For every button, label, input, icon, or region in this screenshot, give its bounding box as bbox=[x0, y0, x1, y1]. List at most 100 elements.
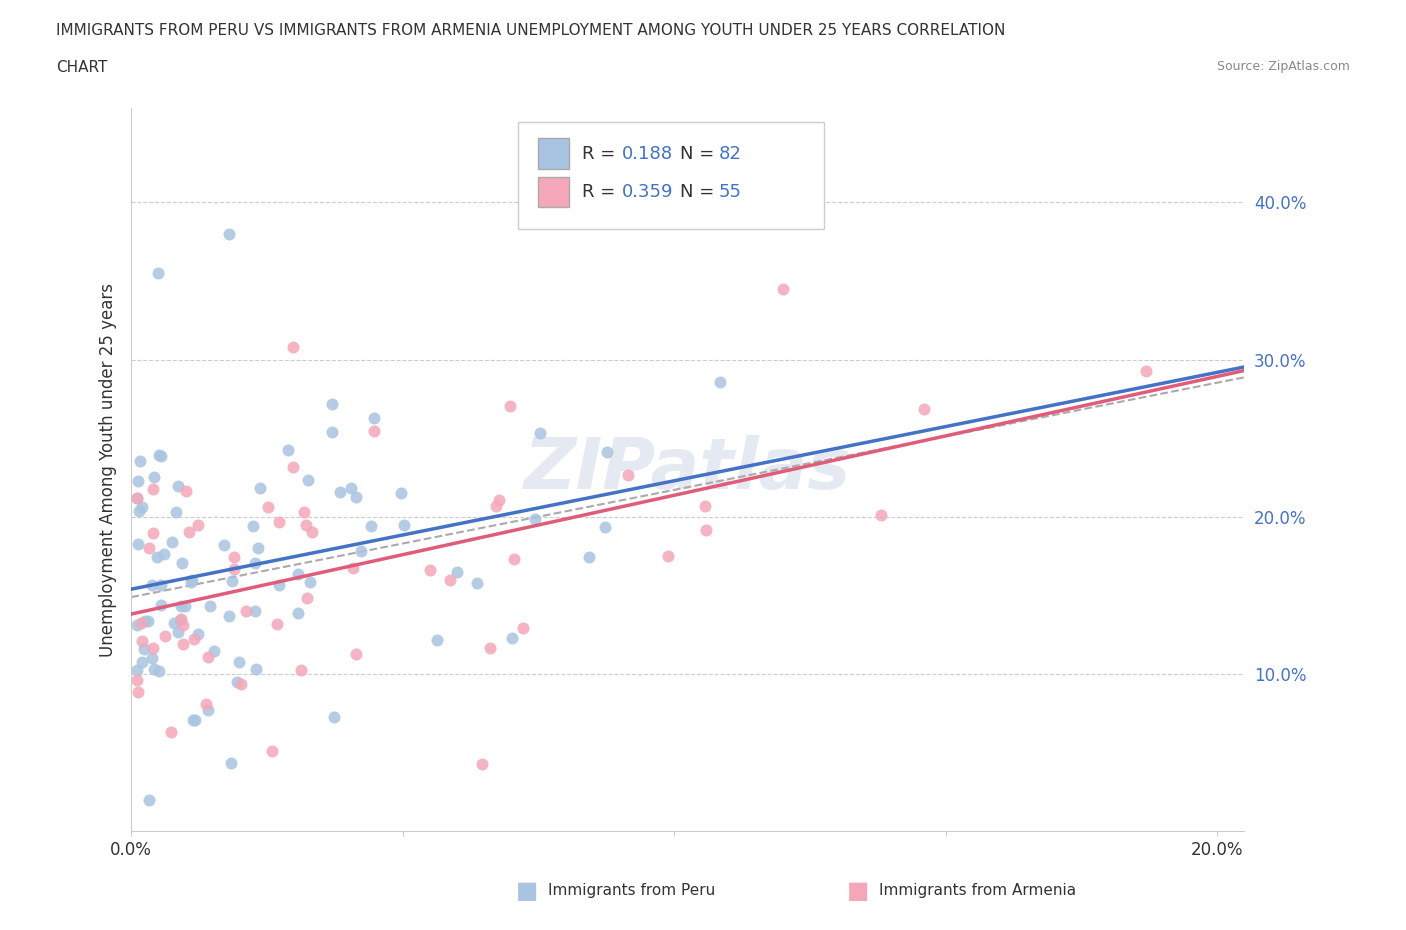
Text: CHART: CHART bbox=[56, 60, 108, 75]
Point bbox=[132, 641, 155, 656]
Point bbox=[138, 792, 160, 807]
Point bbox=[167, 479, 190, 494]
Point bbox=[202, 644, 225, 658]
Point bbox=[165, 505, 187, 520]
Point bbox=[173, 599, 195, 614]
Point bbox=[292, 505, 315, 520]
Point bbox=[298, 575, 321, 590]
Point bbox=[657, 549, 679, 564]
Point bbox=[125, 672, 148, 687]
Point bbox=[912, 402, 935, 417]
Point bbox=[125, 491, 148, 506]
Point bbox=[467, 576, 489, 591]
Point bbox=[389, 485, 412, 500]
Point bbox=[869, 507, 891, 522]
Point bbox=[1135, 364, 1157, 379]
Point bbox=[131, 655, 153, 670]
Point bbox=[426, 632, 449, 647]
Point bbox=[153, 629, 176, 644]
Point bbox=[695, 522, 717, 537]
Point bbox=[596, 445, 619, 459]
Point bbox=[127, 473, 149, 488]
Point bbox=[501, 631, 523, 645]
Point bbox=[287, 605, 309, 620]
Point bbox=[127, 537, 149, 551]
Text: N =: N = bbox=[681, 144, 720, 163]
Point bbox=[212, 538, 235, 552]
Point bbox=[245, 661, 267, 676]
Point bbox=[277, 443, 299, 458]
Point bbox=[174, 483, 197, 498]
Point bbox=[243, 556, 266, 571]
Point bbox=[131, 633, 153, 648]
Point bbox=[142, 482, 165, 497]
Point bbox=[145, 550, 167, 565]
Point bbox=[180, 573, 202, 588]
Point bbox=[578, 550, 600, 565]
Point bbox=[134, 614, 156, 629]
Point bbox=[197, 703, 219, 718]
Text: 0.359: 0.359 bbox=[623, 183, 673, 201]
Point bbox=[260, 744, 283, 759]
Point bbox=[295, 591, 318, 605]
Point bbox=[131, 499, 153, 514]
Point bbox=[340, 481, 363, 496]
Point bbox=[329, 485, 352, 499]
Text: Immigrants from Armenia: Immigrants from Armenia bbox=[879, 884, 1076, 898]
Point bbox=[363, 411, 385, 426]
Point bbox=[297, 472, 319, 487]
Point bbox=[218, 226, 240, 241]
Point bbox=[695, 499, 717, 514]
Point bbox=[163, 615, 186, 630]
Point bbox=[322, 710, 344, 724]
FancyBboxPatch shape bbox=[537, 139, 568, 168]
Point bbox=[152, 546, 174, 561]
Point bbox=[617, 468, 640, 483]
Text: ZIPatlas: ZIPatlas bbox=[524, 435, 852, 504]
Point bbox=[167, 625, 190, 640]
Point bbox=[363, 423, 385, 438]
Text: ■: ■ bbox=[516, 879, 538, 903]
Point bbox=[226, 674, 249, 689]
Point bbox=[478, 641, 501, 656]
Point bbox=[499, 399, 522, 414]
Point bbox=[523, 512, 546, 526]
Point bbox=[502, 551, 524, 566]
FancyBboxPatch shape bbox=[517, 122, 824, 229]
Point bbox=[127, 684, 149, 699]
Point bbox=[125, 491, 148, 506]
Point bbox=[160, 724, 183, 739]
Point bbox=[172, 618, 194, 632]
Text: Source: ZipAtlas.com: Source: ZipAtlas.com bbox=[1216, 60, 1350, 73]
Point bbox=[169, 612, 191, 627]
Point bbox=[169, 599, 191, 614]
Point bbox=[249, 481, 271, 496]
Point bbox=[218, 608, 240, 623]
Point bbox=[195, 697, 218, 711]
Point bbox=[301, 525, 323, 539]
Point bbox=[180, 575, 202, 590]
Point bbox=[294, 517, 316, 532]
Point bbox=[150, 597, 173, 612]
Point bbox=[224, 550, 246, 565]
Point bbox=[344, 489, 367, 504]
Point bbox=[148, 266, 170, 281]
Point bbox=[269, 515, 291, 530]
Point bbox=[148, 448, 170, 463]
Point bbox=[183, 631, 205, 646]
Point bbox=[172, 637, 194, 652]
Text: N =: N = bbox=[681, 183, 720, 201]
Point bbox=[170, 612, 193, 627]
Point bbox=[439, 573, 461, 588]
Point bbox=[772, 282, 794, 297]
Point bbox=[235, 604, 257, 618]
Point bbox=[143, 662, 166, 677]
Point bbox=[321, 425, 343, 440]
Point bbox=[138, 540, 160, 555]
Point bbox=[136, 614, 159, 629]
Point bbox=[470, 756, 492, 771]
Point bbox=[229, 676, 252, 691]
Point bbox=[488, 493, 510, 508]
Point bbox=[143, 470, 166, 485]
Point bbox=[224, 562, 246, 577]
